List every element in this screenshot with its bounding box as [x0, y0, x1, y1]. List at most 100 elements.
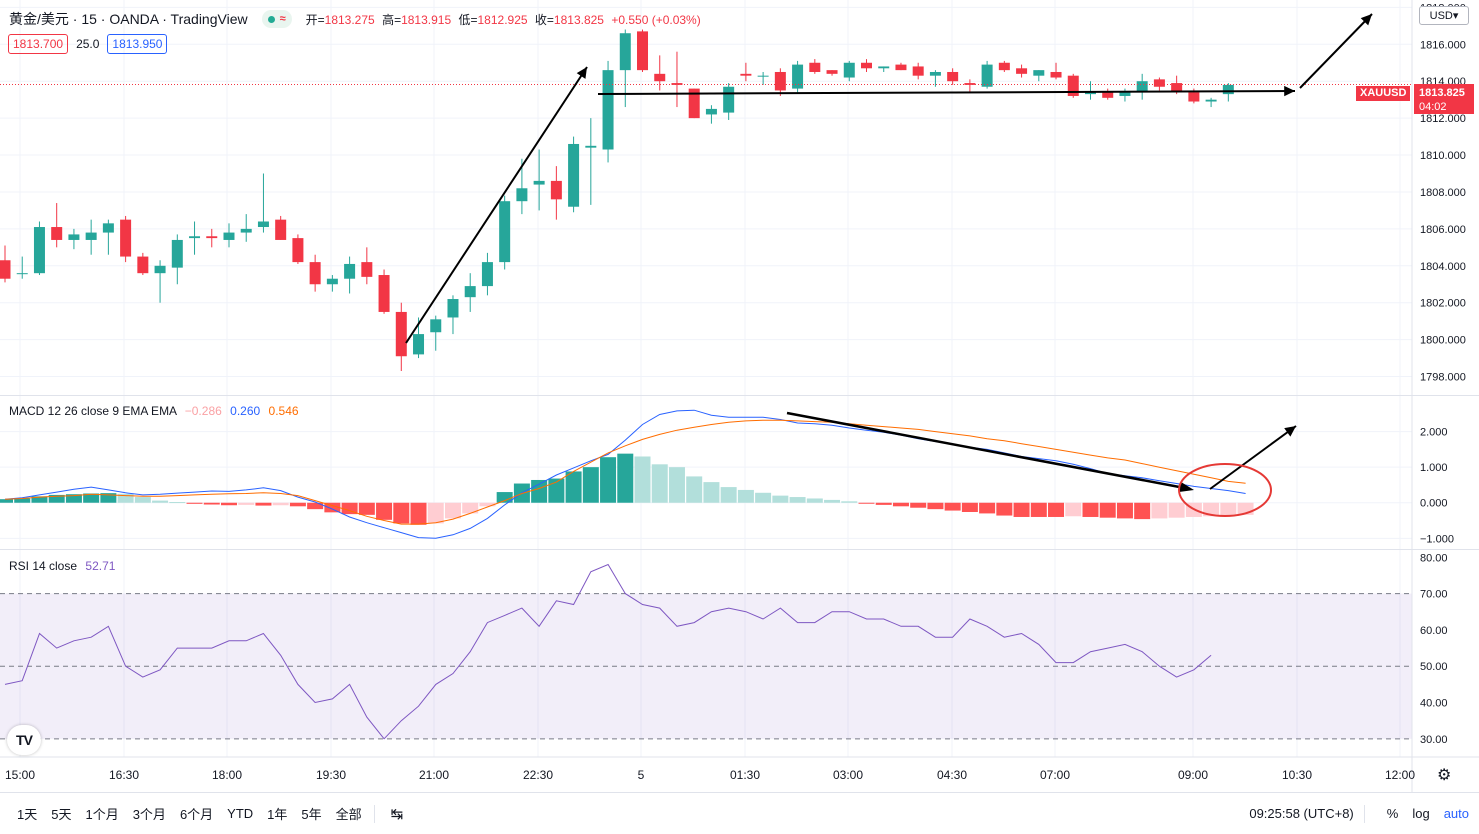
range-1m-button[interactable]: 1个月: [85, 807, 119, 822]
rsi-legend[interactable]: RSI 14 close 52.71: [9, 559, 115, 573]
rsi-line: [4, 563, 1212, 740]
price-tick-label: 1798.000: [1420, 372, 1466, 384]
time-axis[interactable]: 15:00 16:30 18:00 19:30 21:00 22:30 5 01:30 03:0…: [5, 768, 1415, 782]
macd-trend-line-head: [1179, 482, 1194, 492]
price-tick-label: 1810.000: [1420, 150, 1466, 162]
candle-body: [292, 238, 304, 263]
price-tick-label: 1812.000: [1420, 113, 1466, 125]
candle-body: [1222, 84, 1234, 95]
macd-arrow-up-head: [1284, 426, 1296, 437]
macd-hist-bar: [169, 502, 186, 504]
range-1y-button[interactable]: 1年: [267, 807, 288, 822]
candle-body: [516, 188, 528, 202]
candle-body: [361, 262, 373, 277]
candle-body: [171, 239, 183, 268]
date-range-icon[interactable]: ↹: [390, 805, 404, 823]
candle-body: [0, 260, 11, 279]
macd-hist-bar: [875, 502, 892, 505]
macd-hist-bar: [772, 495, 789, 503]
macd-hist-bar: [548, 478, 565, 503]
highlight-circle: [1178, 463, 1272, 517]
range-5y-button[interactable]: 5年: [301, 807, 322, 822]
clock-timezone[interactable]: 09:25:58 (UTC+8): [1249, 806, 1354, 821]
price-tick-label: 1816.000: [1420, 39, 1466, 51]
candle-body: [257, 221, 269, 228]
macd-hist-bar: [1082, 502, 1099, 517]
candle-body: [654, 73, 666, 82]
macd-hist-bar: [1203, 502, 1220, 517]
macd-hist-bar: [14, 498, 31, 503]
macd-hist-bar: [1220, 502, 1237, 516]
rsi-line: [4, 563, 1212, 740]
spread-value: 25.0: [76, 37, 100, 51]
macd-hist-bar: [410, 502, 427, 525]
price-tick-label: 50.00: [1420, 661, 1448, 673]
time-tick-label: 12:00: [1385, 768, 1415, 782]
macd-hist-bar: [961, 502, 978, 512]
log-scale-toggle[interactable]: log: [1412, 806, 1430, 821]
macd-hist-bar: [393, 502, 410, 524]
macd-hist-bar: [324, 502, 341, 513]
sell-price-button[interactable]: 1813.700: [8, 34, 69, 54]
range-1d-button[interactable]: 1天: [17, 807, 38, 822]
candle-body: [688, 88, 700, 119]
buy-price-button[interactable]: 1813.950: [107, 34, 168, 54]
candle-body: [568, 143, 580, 207]
ohlc-open-label: 开=: [305, 12, 325, 27]
tradingview-logo[interactable]: TV: [7, 725, 41, 755]
candle-body: [464, 286, 476, 298]
candle-body: [585, 145, 597, 148]
time-tick-label: 01:30: [730, 768, 760, 782]
macd-hist-bar: [307, 502, 324, 510]
candle-body: [912, 66, 924, 76]
macd-hist-bar: [255, 502, 272, 506]
macd-hist-bar: [1030, 502, 1047, 517]
macd-hist-bar: [1151, 502, 1168, 519]
price-axis[interactable]: 1798.000 1800.000 1802.000 1804.000 1806.000…: [1420, 2, 1466, 745]
currency-dropdown[interactable]: USD▾: [1419, 6, 1469, 25]
macd-hist-bar: [686, 476, 703, 503]
candle-body: [309, 262, 321, 285]
settings-gear-icon[interactable]: ⚙: [1437, 767, 1452, 784]
market-status-badge[interactable]: ≈: [261, 10, 292, 28]
price-tick-label: 30.00: [1420, 734, 1448, 746]
pane-dividers: [0, 0, 1479, 792]
trading-chart[interactable]: 1798.000 1800.000 1802.000 1804.000 1806.000…: [0, 0, 1479, 792]
macd-hist-bar: [376, 502, 393, 520]
range-3m-button[interactable]: 3个月: [132, 807, 166, 822]
candle-body: [275, 219, 287, 240]
macd-hist-bar: [272, 502, 289, 506]
trend-arrow-flat-head: [1284, 85, 1295, 97]
macd-hist-value: −0.286: [184, 404, 222, 418]
macd-line: [4, 409, 1246, 539]
candle-body: [344, 263, 356, 279]
candle-body: [774, 71, 786, 91]
range-5d-button[interactable]: 5天: [51, 807, 72, 822]
candle-body: [929, 71, 941, 76]
macd-hist-bar: [186, 502, 203, 504]
candle-body: [740, 73, 752, 76]
percent-scale-toggle[interactable]: %: [1386, 806, 1399, 821]
candle-body: [68, 234, 80, 240]
bar-countdown: 04:02: [1419, 101, 1447, 113]
price-tick-label: 0.000: [1420, 498, 1448, 510]
symbol-title[interactable]: 黄金/美元 · 15 · OANDA · TradingView: [9, 11, 248, 27]
candle-body: [378, 275, 390, 312]
range-ytd-button[interactable]: YTD: [227, 806, 254, 821]
macd-hist-bar: [117, 493, 134, 503]
auto-scale-toggle[interactable]: auto: [1443, 806, 1469, 821]
ohlc-open-value: 1813.275: [324, 12, 375, 27]
range-6m-button[interactable]: 6个月: [179, 807, 214, 822]
range-all-button[interactable]: 全部: [335, 807, 362, 822]
ohlc-low-value: 1812.925: [477, 12, 528, 27]
ohlc-low-label: 低=: [458, 12, 478, 27]
candle-body: [998, 62, 1010, 71]
macd-hist-bar: [806, 498, 823, 503]
trend-arrow-flat: [597, 90, 1296, 95]
macd-hist-bar: [100, 493, 117, 503]
macd-legend[interactable]: MACD 12 26 close 9 EMA EMA −0.286 0.260 …: [9, 404, 299, 418]
price-tick-label: −1.000: [1420, 533, 1454, 545]
macd-hist-bar: [600, 457, 617, 503]
trend-arrow-breakout-head: [1360, 14, 1372, 26]
toolbar-divider: [1363, 804, 1365, 823]
